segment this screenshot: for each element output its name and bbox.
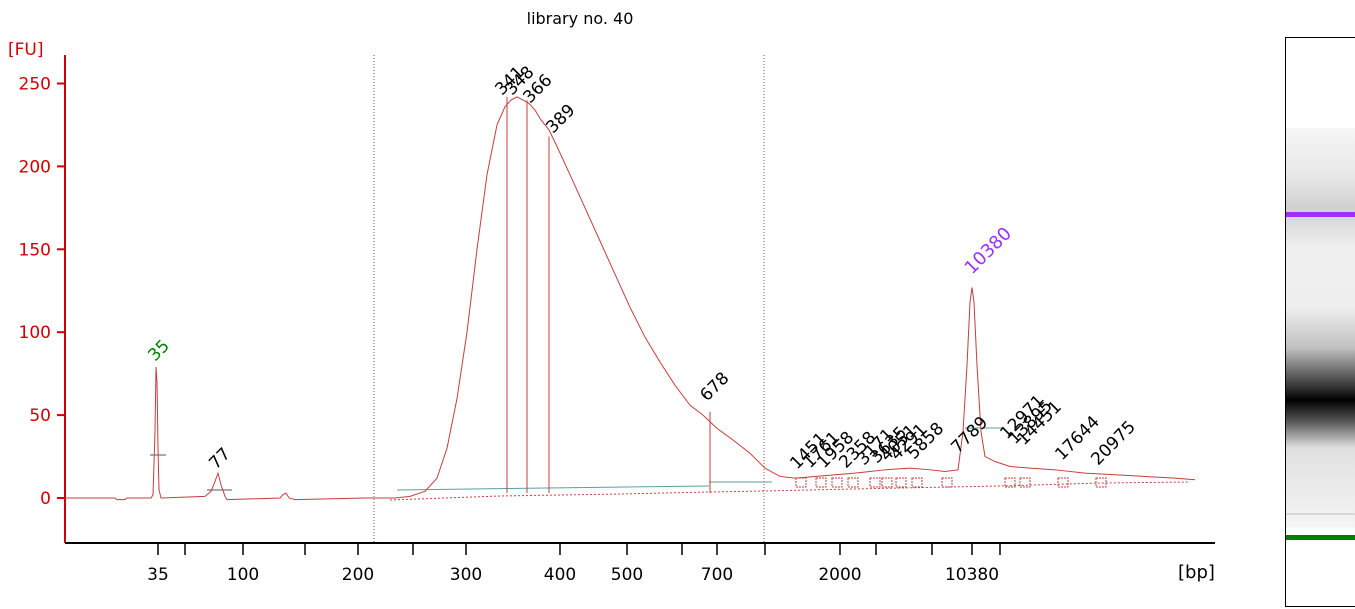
integration-box bbox=[895, 477, 907, 488]
baseline-segment bbox=[546, 485, 710, 489]
integration-box bbox=[1019, 477, 1031, 488]
chart-title: library no. 40 bbox=[526, 9, 634, 28]
x-tick-label: 700 bbox=[701, 565, 733, 585]
upper-marker-band bbox=[1286, 212, 1355, 217]
peak-label: 77 bbox=[205, 444, 234, 473]
peak-label: 678 bbox=[696, 368, 733, 405]
y-tick-label: 200 bbox=[19, 157, 51, 177]
x-axis-unit: [bp] bbox=[1178, 562, 1215, 583]
x-tick-label: 400 bbox=[544, 565, 576, 585]
y-axis-title: [FU] bbox=[8, 40, 44, 60]
x-tick-label: 10380 bbox=[945, 565, 999, 585]
electropherogram-trace bbox=[65, 96, 1196, 501]
x-tick-label: 2000 bbox=[818, 565, 861, 585]
integration-box bbox=[1004, 477, 1016, 488]
upper-marker-label: 10380 bbox=[961, 223, 1016, 278]
smear-baseline bbox=[389, 481, 1191, 501]
integration-box bbox=[869, 477, 881, 488]
integration-box bbox=[815, 477, 827, 488]
x-tick-label: 300 bbox=[450, 565, 482, 585]
y-tick-label: 0 bbox=[40, 489, 51, 509]
integration-box bbox=[1057, 477, 1069, 488]
integration-box bbox=[847, 477, 859, 488]
peak-label: 7789 bbox=[947, 413, 992, 458]
x-tick-label: 200 bbox=[342, 565, 374, 585]
y-tick-label: 150 bbox=[19, 240, 51, 260]
y-tick-label: 250 bbox=[19, 75, 51, 95]
lower-marker-band bbox=[1286, 535, 1355, 540]
integration-box bbox=[1095, 477, 1107, 488]
y-tick-label: 50 bbox=[29, 406, 51, 426]
x-tick-label: 500 bbox=[611, 565, 643, 585]
x-tick-label: 100 bbox=[227, 565, 259, 585]
peak-label: 389 bbox=[542, 100, 579, 137]
integration-box bbox=[941, 477, 953, 488]
y-tick-label: 100 bbox=[19, 323, 51, 343]
baseline-segment bbox=[396, 487, 548, 491]
integration-box bbox=[881, 477, 893, 488]
integration-box bbox=[831, 477, 843, 488]
lower-marker-label: 35 bbox=[144, 336, 173, 365]
integration-box bbox=[911, 477, 923, 488]
x-tick-label: 35 bbox=[147, 565, 169, 585]
gel-faint-band bbox=[1286, 513, 1355, 515]
gel-smear bbox=[1286, 128, 1355, 528]
integration-box bbox=[795, 477, 807, 488]
gel-image bbox=[1285, 37, 1355, 607]
